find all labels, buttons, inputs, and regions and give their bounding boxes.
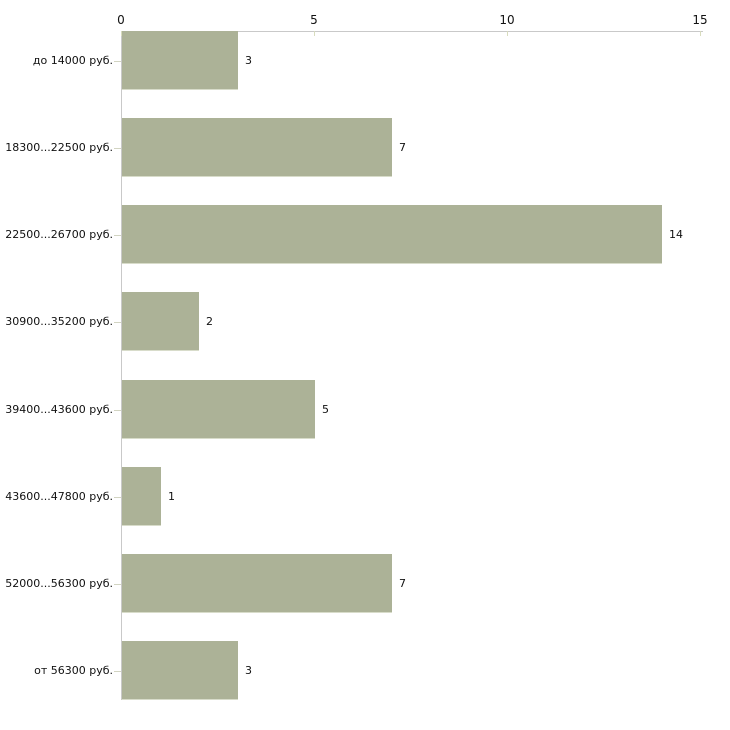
category-label: до 14000 руб. bbox=[32, 54, 113, 67]
x-axis-tick-label: 10 bbox=[499, 13, 515, 27]
bar bbox=[122, 380, 315, 439]
category-tick-mark bbox=[114, 584, 121, 585]
x-axis-tick-mark bbox=[121, 31, 122, 36]
category-label: 43600...47800 руб. bbox=[5, 490, 113, 503]
category-label: 30900...35200 руб. bbox=[5, 315, 113, 328]
category-tick-mark bbox=[114, 148, 121, 149]
bar-value-label: 7 bbox=[399, 577, 406, 590]
x-axis-tick-label: 0 bbox=[117, 13, 125, 27]
category-tick-mark bbox=[114, 671, 121, 672]
bar-value-label: 3 bbox=[245, 54, 252, 67]
category-tick-mark bbox=[114, 235, 121, 236]
bar bbox=[122, 641, 238, 700]
bar-value-label: 2 bbox=[206, 315, 213, 328]
x-axis-tick-label: 5 bbox=[310, 13, 318, 27]
bar-value-label: 1 bbox=[168, 490, 175, 503]
bar bbox=[122, 31, 238, 90]
category-tick-mark bbox=[114, 61, 121, 62]
y-axis-line bbox=[121, 31, 122, 700]
bar bbox=[122, 292, 199, 351]
category-label: 22500...26700 руб. bbox=[5, 228, 113, 241]
bar-value-label: 5 bbox=[322, 403, 329, 416]
x-axis-line bbox=[121, 31, 703, 32]
bar bbox=[122, 467, 161, 526]
category-tick-mark bbox=[114, 322, 121, 323]
bar-value-label: 7 bbox=[399, 141, 406, 154]
x-axis-tick-label: 15 bbox=[692, 13, 708, 27]
x-axis-tick-mark bbox=[314, 31, 315, 36]
category-label: 18300...22500 руб. bbox=[5, 141, 113, 154]
bar bbox=[122, 205, 662, 264]
category-tick-mark bbox=[114, 497, 121, 498]
category-label: 39400...43600 руб. bbox=[5, 403, 113, 416]
bar-value-label: 14 bbox=[669, 228, 683, 241]
x-axis-tick-mark bbox=[700, 31, 701, 36]
bar bbox=[122, 554, 392, 613]
category-label: от 56300 руб. bbox=[34, 664, 113, 677]
bar bbox=[122, 118, 392, 177]
bar-value-label: 3 bbox=[245, 664, 252, 677]
category-label: 52000...56300 руб. bbox=[5, 577, 113, 590]
category-tick-mark bbox=[114, 410, 121, 411]
x-axis-tick-mark bbox=[507, 31, 508, 36]
